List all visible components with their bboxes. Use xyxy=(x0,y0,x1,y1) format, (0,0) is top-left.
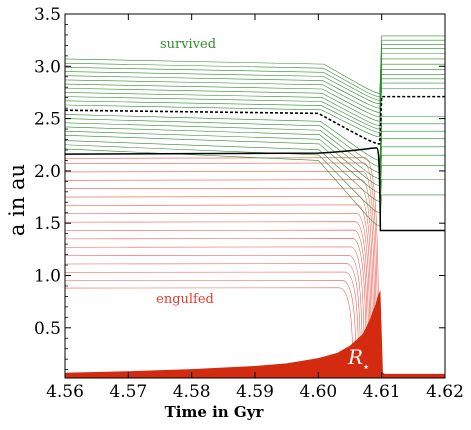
y-tick-label: 0.5 xyxy=(34,319,61,339)
engulfed-orbit xyxy=(64,229,369,372)
engulfed-orbit xyxy=(64,213,371,372)
survived-orbit xyxy=(64,82,445,133)
engulfed-orbit xyxy=(64,221,370,372)
survived-orbit xyxy=(64,48,445,105)
engulfed-orbit xyxy=(64,187,375,372)
star-radius-label: R ⋆ xyxy=(347,345,370,375)
x-tick-label: 4.60 xyxy=(299,382,337,402)
survived-orbit xyxy=(64,44,445,101)
survived-orbit xyxy=(64,39,445,98)
x-axis-label: Time in Gyr xyxy=(165,403,265,421)
survived-orbit xyxy=(64,58,445,113)
star-radius-symbol: R xyxy=(347,345,363,369)
engulfed-orbit xyxy=(64,157,380,372)
stellar-radius xyxy=(65,290,445,378)
engulfed-orbit xyxy=(64,246,365,372)
chart-labels: survived engulfed R ⋆ Time in Gyr a in a… xyxy=(5,37,370,421)
x-tick-label: 4.59 xyxy=(236,382,274,402)
survived-orbit xyxy=(64,122,445,173)
engulfed-orbit xyxy=(64,263,362,372)
engulfed-orbit xyxy=(64,162,379,372)
survived-orbit xyxy=(64,63,445,118)
survived-annotation: survived xyxy=(160,37,216,52)
engulfed-orbit xyxy=(64,196,374,372)
survived-orbit xyxy=(64,87,445,138)
engulfed-orbit xyxy=(64,171,377,372)
engulfed-orbit xyxy=(64,238,367,372)
critical-orbit-solid xyxy=(64,147,445,232)
critical-orbit-dashed xyxy=(64,95,445,145)
critical-orbits xyxy=(64,95,445,232)
y-tick-label: 1.0 xyxy=(34,266,61,286)
survived-orbit xyxy=(64,53,445,109)
survived-orbit xyxy=(64,148,445,227)
x-tick-label: 4.56 xyxy=(46,382,84,402)
x-tick-label: 4.62 xyxy=(426,382,464,402)
y-tick-label: 3.5 xyxy=(34,5,61,25)
y-tick-label: 1.5 xyxy=(34,214,61,234)
x-tick-label: 4.57 xyxy=(109,382,147,402)
y-tick-label: 2.5 xyxy=(34,110,61,130)
engulfed-orbits xyxy=(64,157,380,372)
survived-orbits xyxy=(64,35,445,227)
y-tick-label: 2.0 xyxy=(34,162,61,182)
survived-orbit xyxy=(64,135,445,193)
star-radius-subscript: ⋆ xyxy=(362,360,370,375)
engulfed-orbit xyxy=(64,271,360,372)
x-tick-label: 4.58 xyxy=(173,382,211,402)
survived-orbit xyxy=(64,114,445,161)
survived-orbit xyxy=(64,35,445,94)
axes: 4.56 4.57 4.58 4.59 4.60 4.61 4.62 0.5 1.0 1.5 2.0… xyxy=(34,5,464,402)
engulfed-orbit xyxy=(64,254,363,372)
survived-orbit xyxy=(64,78,445,130)
y-tick-label: 3.0 xyxy=(34,57,61,77)
survived-orbit xyxy=(64,69,445,122)
stellar-radius-area xyxy=(65,290,445,378)
x-tick-label: 4.61 xyxy=(363,382,401,402)
engulfed-orbit xyxy=(64,179,376,372)
survived-orbit xyxy=(64,140,445,202)
y-axis-label: a in au xyxy=(5,164,29,236)
engulfed-annotation: engulfed xyxy=(156,292,214,307)
